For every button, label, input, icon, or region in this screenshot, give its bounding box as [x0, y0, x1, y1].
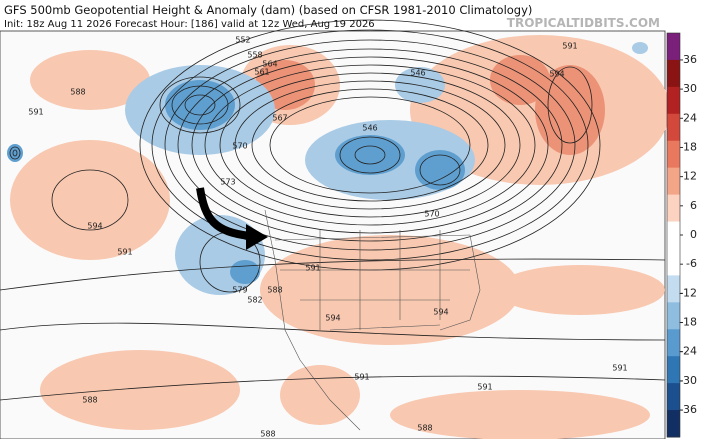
colorbar-label: 30	[683, 82, 697, 95]
contour-label: 561	[254, 68, 269, 77]
colorbar-label: -18	[679, 316, 697, 329]
contour-label: 570	[424, 210, 439, 219]
colorbar-label: -12	[679, 286, 697, 299]
colorbar-label: -6	[686, 257, 697, 270]
arrow-head	[246, 224, 268, 250]
init-line: Init: 18z Aug 11 2026 Forecast Hour: [18…	[4, 19, 375, 30]
colorbar-swatch	[667, 59, 680, 88]
contour-label: 588	[260, 430, 275, 439]
colorbar-label: 12	[683, 170, 697, 183]
colorbar-swatch	[667, 194, 680, 223]
colorbar-label: 24	[683, 111, 697, 124]
colorbar-label: 0	[690, 228, 697, 241]
contour-label: 546	[362, 124, 377, 133]
colorbar-swatch	[667, 410, 680, 438]
colorbar-swatch	[667, 329, 680, 357]
colorbar-swatch	[667, 140, 680, 169]
colorbar-swatch	[667, 302, 680, 330]
contour-label: 588	[82, 396, 97, 405]
contour-label: 594	[325, 314, 340, 323]
contour-label: 579	[232, 286, 247, 295]
colorbar-swatch	[667, 248, 680, 276]
colorbar-label: 6	[690, 199, 697, 212]
colorbar-swatch	[667, 33, 680, 61]
contour-label: 564	[262, 60, 277, 69]
contour-label: 591	[28, 108, 43, 117]
borders	[264, 209, 481, 431]
contour-label: 591	[477, 383, 492, 392]
contour-label: 546	[410, 69, 425, 78]
colorbar-label: -36	[679, 403, 697, 416]
contour-label: 588	[267, 286, 282, 295]
colorbar-swatch	[667, 383, 680, 411]
cold-anomaly-strong	[7, 80, 465, 284]
colorbar-swatch	[667, 113, 680, 142]
title: GFS 500mb Geopotential Height & Anomaly …	[4, 3, 532, 17]
colorbar-swatch	[667, 275, 680, 303]
colorbar-label: 36	[683, 53, 697, 66]
contour-label: 582	[247, 296, 262, 305]
colorbar-label: 18	[683, 140, 697, 153]
contour-label: 558	[247, 51, 262, 60]
contour-label: 591	[117, 248, 132, 257]
height-contours	[0, 19, 666, 401]
contour-label: 588	[417, 424, 432, 433]
contour-label: 573	[220, 178, 235, 187]
colorbar-swatch	[667, 356, 680, 384]
colorbar-swatch	[667, 86, 680, 115]
colorbar-label: -30	[679, 374, 697, 387]
contour-label: 591	[612, 364, 627, 373]
watermark: TROPICALTIDBITS.COM	[507, 16, 660, 30]
arrow	[196, 187, 251, 240]
contour-label: 594	[87, 222, 102, 231]
contour-label: 570	[232, 142, 247, 151]
contour-labels: 5885915945915885525585615645675705735795…	[28, 36, 627, 439]
contour-label: 588	[70, 88, 85, 97]
contour-label: 567	[272, 114, 287, 123]
colorbar: 36 30 24 18 12 6 0 -6 -12 -18 -24 -30 -36	[666, 32, 697, 438]
colorbar-swatch	[667, 167, 680, 196]
colorbar-swatch	[667, 221, 680, 249]
colorbar-label: -24	[679, 345, 697, 358]
map	[0, 19, 670, 439]
contour-label: 591	[305, 264, 320, 273]
contour-label: 552	[235, 36, 250, 45]
contour-label: 594	[549, 70, 564, 79]
contour-label: 594	[433, 308, 448, 317]
contour-label: 591	[354, 373, 369, 382]
contour-label: 591	[562, 42, 577, 51]
